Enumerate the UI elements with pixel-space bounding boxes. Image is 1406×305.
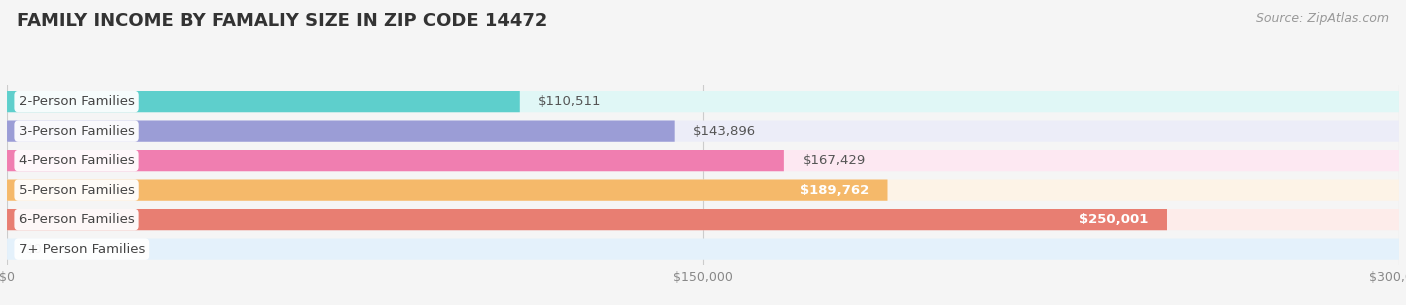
Text: $250,001: $250,001 (1078, 213, 1149, 226)
Text: $0: $0 (25, 242, 42, 256)
FancyBboxPatch shape (7, 180, 1399, 201)
FancyBboxPatch shape (7, 120, 1399, 142)
FancyBboxPatch shape (7, 150, 1399, 171)
FancyBboxPatch shape (7, 180, 887, 201)
Text: $167,429: $167,429 (803, 154, 866, 167)
Text: $110,511: $110,511 (538, 95, 602, 108)
Text: $143,896: $143,896 (693, 125, 756, 138)
FancyBboxPatch shape (7, 91, 520, 112)
FancyBboxPatch shape (7, 120, 675, 142)
Text: Source: ZipAtlas.com: Source: ZipAtlas.com (1256, 12, 1389, 25)
FancyBboxPatch shape (7, 150, 785, 171)
FancyBboxPatch shape (7, 91, 1399, 112)
FancyBboxPatch shape (7, 209, 1167, 230)
Text: 6-Person Families: 6-Person Families (18, 213, 135, 226)
Text: FAMILY INCOME BY FAMALIY SIZE IN ZIP CODE 14472: FAMILY INCOME BY FAMALIY SIZE IN ZIP COD… (17, 12, 547, 30)
Text: 5-Person Families: 5-Person Families (18, 184, 135, 197)
Text: 3-Person Families: 3-Person Families (18, 125, 135, 138)
Text: $189,762: $189,762 (800, 184, 869, 197)
FancyBboxPatch shape (7, 239, 1399, 260)
Text: 4-Person Families: 4-Person Families (18, 154, 135, 167)
Text: 2-Person Families: 2-Person Families (18, 95, 135, 108)
Text: 7+ Person Families: 7+ Person Families (18, 242, 145, 256)
FancyBboxPatch shape (7, 209, 1399, 230)
